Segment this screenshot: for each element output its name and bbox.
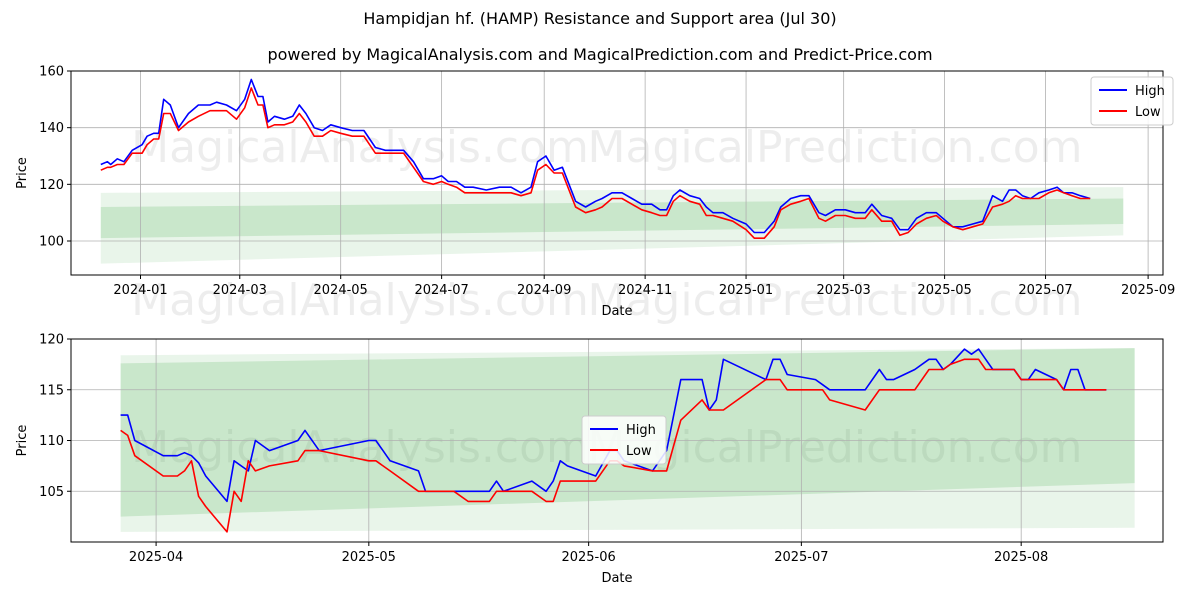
legend: High Low (581, 415, 667, 465)
x-tick-label: 2024-09 (517, 283, 571, 298)
series-line-low (100, 87, 1091, 239)
chart-panel-2: MagicalAnalysis.comMagicalPrediction.com… (15, 333, 1164, 586)
watermark-text: MagicalPrediction.com (588, 275, 1083, 326)
x-tick-label: 2025-05 (917, 283, 971, 298)
support-resistance-band-outer (100, 187, 1124, 264)
x-axis-label: Date (601, 571, 632, 586)
y-tick-label: 110 (39, 434, 64, 449)
watermark-text: MagicalAnalysis.com (131, 422, 589, 473)
series-line-high (120, 348, 1107, 503)
x-tick-label: 2024-03 (213, 283, 267, 298)
plot-frame (70, 70, 1164, 276)
watermark-text: MagicalAnalysis.com (131, 122, 589, 173)
y-axis-label: Price (15, 157, 30, 189)
series-line-high (100, 78, 1091, 234)
legend-label-high: High (626, 423, 656, 438)
x-tick-label: 2024-01 (113, 283, 167, 298)
x-tick-label: 2024-11 (618, 283, 672, 298)
x-axis-label: Date (601, 304, 632, 319)
y-tick-label: 100 (39, 235, 64, 250)
y-tick-label: 160 (39, 65, 64, 80)
y-tick-label: 105 (39, 485, 64, 500)
x-tick-label: 2025-01 (719, 283, 773, 298)
x-tick-label: 2025-09 (1121, 283, 1175, 298)
x-tick-label: 2025-07 (774, 550, 828, 565)
x-tick-label: 2025-07 (1018, 283, 1072, 298)
x-tick-label: 2025-08 (994, 550, 1048, 565)
watermark-text: MagicalAnalysis.com (131, 275, 589, 326)
chart-panel-1: MagicalAnalysis.comMagicalAnalysis.comMa… (15, 65, 1175, 327)
chart-title: Hampidjan hf. (HAMP) Resistance and Supp… (363, 9, 837, 28)
series-line-low (120, 358, 1107, 533)
x-tick-label: 2025-04 (129, 550, 183, 565)
y-axis-label: Price (15, 425, 30, 457)
x-tick-label: 2025-05 (342, 550, 396, 565)
watermark-text: MagicalPrediction.com (588, 122, 1083, 173)
y-tick-label: 140 (39, 121, 64, 136)
legend-label-low: Low (1135, 105, 1161, 120)
x-tick-label: 2025-06 (561, 550, 615, 565)
x-tick-label: 2024-05 (314, 283, 368, 298)
y-tick-label: 120 (39, 333, 64, 348)
x-tick-label: 2025-03 (817, 283, 871, 298)
chart-subtitle: powered by MagicalAnalysis.com and Magic… (267, 45, 933, 64)
legend-label-low: Low (626, 444, 652, 459)
x-tick-label: 2024-07 (414, 283, 468, 298)
legend: High Low (1090, 76, 1174, 126)
y-tick-label: 115 (39, 383, 64, 398)
y-tick-label: 120 (39, 178, 64, 193)
legend-label-high: High (1135, 84, 1165, 99)
